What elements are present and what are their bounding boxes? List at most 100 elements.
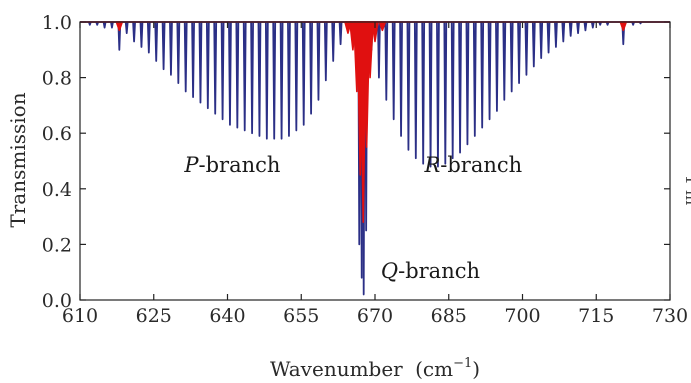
y-axis-label: Transmission [6, 92, 30, 227]
absorption-line [605, 21, 610, 26]
absorption-line [331, 21, 336, 62]
absorption-line [450, 21, 455, 160]
absorption-line [546, 21, 551, 54]
y-tick-label: 0.2 [42, 234, 72, 256]
series-0 [80, 21, 670, 296]
absorption-line [228, 21, 232, 126]
absorption-line [169, 21, 173, 76]
y-tick-label: 0.4 [42, 179, 72, 201]
absorption-line [205, 21, 210, 110]
absorption-line [377, 21, 381, 79]
absorption-line [198, 21, 203, 104]
absorption-line [235, 21, 240, 129]
absorption-line [384, 21, 389, 101]
r-branch-text: -branch [440, 153, 522, 177]
absorption-line [472, 21, 477, 137]
absorption-line [576, 21, 580, 35]
x-axis-label-close: ) [472, 357, 480, 381]
absorption-line [301, 21, 306, 126]
absorption-line [146, 21, 151, 54]
absorption-line [279, 21, 284, 140]
plot-area [80, 21, 670, 296]
absorption-line [272, 21, 277, 140]
x-tick-label: 715 [578, 305, 614, 327]
absorption-line [115, 21, 124, 32]
absorption-line [465, 21, 470, 146]
q-branch-letter: Q [381, 259, 398, 283]
absorption-line [598, 21, 603, 26]
y-tick-label: 0.6 [42, 123, 72, 145]
x-tick-label: 670 [357, 305, 393, 327]
absorption-line [132, 21, 136, 43]
absorption-line [554, 21, 558, 48]
absorption-line [524, 21, 529, 76]
absorption-line [458, 21, 462, 154]
absorption-line [88, 21, 92, 26]
absorption-line [154, 21, 159, 62]
absorption-line [338, 21, 343, 46]
absorption-line [117, 21, 122, 51]
absorption-line [176, 21, 181, 85]
q-branch-label: Q-branch [381, 259, 480, 283]
absorption-line [517, 21, 521, 85]
absorption-line [590, 21, 595, 29]
cropped-edge-text: 1 m [682, 175, 691, 205]
absorption-line [191, 21, 195, 98]
absorption-line [183, 21, 188, 93]
absorption-line [294, 21, 299, 132]
absorption-line [413, 21, 418, 160]
absorption-line [631, 21, 635, 26]
absorption-line [95, 21, 100, 26]
x-tick-label: 700 [504, 305, 540, 327]
x-axis-label: Wavenumber (cm−1) [270, 356, 480, 381]
x-axis-label-superscript: −1 [453, 356, 472, 371]
series-1 [80, 21, 670, 223]
absorption-line [257, 21, 262, 137]
absorption-line [561, 21, 566, 43]
absorption-line [213, 21, 218, 115]
x-tick-label: 655 [283, 305, 319, 327]
x-tick-label: 610 [62, 305, 98, 327]
y-tick-label: 0.0 [42, 290, 72, 312]
absorption-line [487, 21, 492, 121]
absorption-line [264, 21, 269, 140]
absorption-line [619, 21, 628, 32]
y-tick-label: 1.0 [42, 12, 72, 34]
plot-frame [79, 21, 671, 301]
absorption-line [161, 21, 166, 71]
absorption-line [406, 21, 411, 151]
absorption-line [220, 21, 225, 121]
x-axis: 610 625 640 655 670 685 700 715 730 [62, 22, 688, 327]
r-branch-letter: R [423, 153, 440, 177]
x-tick-label: 640 [209, 305, 245, 327]
x-axis-label-name: Wavenumber [270, 357, 403, 381]
absorption-line [443, 21, 448, 165]
x-tick-label: 625 [136, 305, 172, 327]
absorption-line [250, 21, 254, 135]
absorption-line [399, 21, 403, 137]
q-branch-text: -branch [398, 259, 480, 283]
absorption-line [391, 21, 396, 121]
absorption-line [110, 21, 114, 29]
absorption-line [124, 21, 129, 35]
absorption-line [480, 21, 485, 129]
p-branch-label: P-branch [183, 153, 280, 177]
absorption-line [539, 21, 544, 60]
absorption-line [495, 21, 499, 112]
x-axis-label-unit: (cm [415, 357, 453, 381]
absorption-line [323, 21, 328, 82]
absorption-line [568, 21, 573, 37]
x-tick-label: 685 [431, 305, 467, 327]
x-tick-label: 730 [652, 305, 688, 327]
absorption-line [421, 21, 426, 165]
y-axis: 0.0 0.2 0.4 0.6 0.8 1.0 [42, 12, 670, 312]
absorption-line [509, 21, 514, 93]
absorption-line [287, 21, 291, 137]
absorption-line [309, 21, 313, 115]
absorption-line [102, 21, 107, 29]
absorption-line [242, 21, 247, 132]
absorption-line [316, 21, 321, 101]
p-branch-text: -branch [199, 153, 281, 177]
absorption-line [502, 21, 507, 101]
